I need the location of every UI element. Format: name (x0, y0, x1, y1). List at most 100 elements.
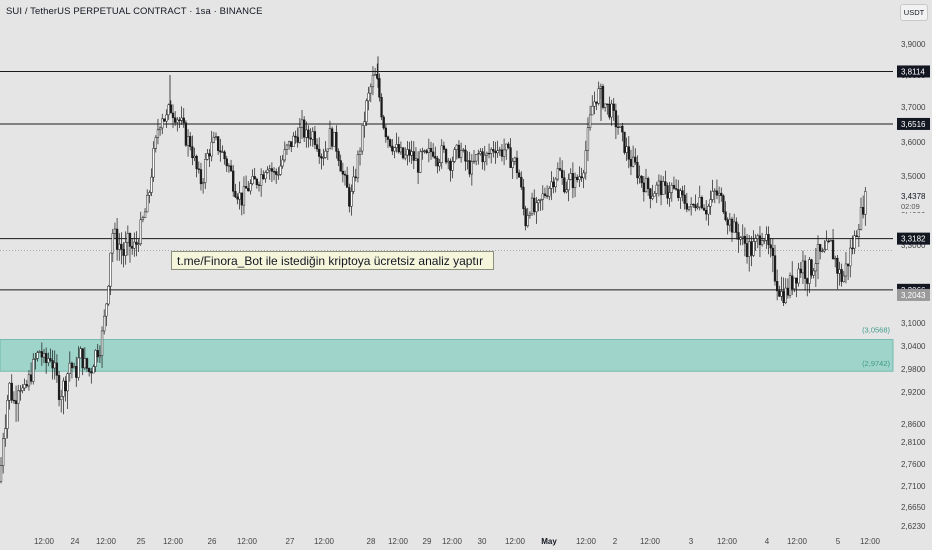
x-tick-label: 3 (689, 537, 694, 546)
candle-body (565, 189, 568, 193)
candle-body (664, 181, 667, 186)
candle-body (857, 229, 861, 238)
candle-body (419, 151, 422, 173)
x-tick-label: 12:00 (34, 537, 55, 546)
candle-body (662, 181, 665, 195)
candle-body (444, 149, 448, 163)
candle-body (165, 114, 168, 122)
y-tick-label: 2,8100 (901, 438, 926, 447)
candle-body (279, 165, 282, 175)
candle-body (255, 178, 258, 185)
candle-body (649, 188, 652, 199)
candle-body (543, 193, 547, 196)
candle-body (81, 348, 84, 369)
candle-body (303, 119, 306, 138)
y-tick-label: 3,3000 (901, 241, 926, 250)
candle-body (335, 131, 338, 152)
candle-body (365, 100, 368, 123)
candle-body (201, 182, 205, 185)
candle-body (423, 150, 426, 152)
candle-body (698, 197, 701, 208)
candle-body (124, 242, 127, 256)
currency-button[interactable]: USDT (900, 4, 928, 21)
candle-body (29, 374, 33, 382)
candle-body (210, 141, 213, 157)
candle-body (733, 221, 736, 233)
candle-body (154, 137, 157, 149)
candle-body (373, 74, 377, 76)
price-tag-grey-label: 3,2043 (901, 291, 926, 300)
candle-body (307, 129, 310, 139)
annotation-note[interactable]: t.me/Finora_Bot ile istediğin kriptoya ü… (171, 251, 494, 270)
candle-body (174, 117, 177, 123)
candle-body (176, 119, 179, 123)
candle-body (472, 160, 476, 163)
y-tick-label: 3,0400 (901, 342, 926, 351)
candle-body (683, 194, 686, 204)
x-tick-label: 12:00 (388, 537, 409, 546)
candle-body (455, 144, 458, 150)
candle-body (156, 129, 160, 138)
candle-body (133, 241, 136, 249)
candle-body (244, 186, 248, 189)
candle-body (515, 157, 519, 174)
candle-body (552, 181, 555, 188)
candle-body (520, 176, 523, 188)
candle-body (672, 185, 676, 189)
candle-body (227, 165, 231, 167)
candle-body (34, 358, 37, 360)
x-tick-label: 4 (765, 537, 770, 546)
candle-body (272, 171, 276, 173)
chart-title: SUI / TetherUS PERPETUAL CONTRACT · 1sa … (6, 6, 263, 17)
level-price-tag (897, 65, 930, 78)
candle-body (812, 270, 815, 276)
candle-body (440, 145, 443, 163)
candle-body (788, 275, 792, 296)
candle-body (182, 117, 185, 124)
candle-body (776, 281, 779, 292)
candle-body (750, 241, 753, 256)
candle-body (647, 178, 650, 189)
candle-body (98, 355, 102, 358)
candle-body (561, 169, 564, 178)
candle-body (169, 104, 172, 114)
x-tick-label: 5 (836, 537, 841, 546)
candle-body (724, 211, 727, 221)
candle-body (163, 118, 166, 122)
candle-body (51, 360, 54, 369)
x-tick-label: 12:00 (505, 537, 526, 546)
candle-body (864, 191, 867, 215)
candle-body (563, 177, 566, 193)
candle-body (356, 154, 360, 179)
candle-body (621, 125, 624, 133)
candle-body (53, 362, 56, 369)
candle-body (113, 228, 117, 234)
candle-body (438, 162, 441, 167)
candle-body (300, 119, 304, 128)
candle-body (21, 387, 24, 391)
candle-body (83, 358, 86, 369)
candle-body (94, 350, 97, 367)
candle-body (593, 101, 596, 107)
candle-body (109, 252, 112, 287)
candle-body (251, 176, 254, 184)
candle-body (346, 174, 349, 188)
level-price-label: 3,3182 (901, 235, 926, 244)
candle-body (208, 153, 211, 157)
candle-body (573, 176, 577, 189)
candle-body (363, 121, 366, 126)
candle-body (380, 97, 383, 118)
candle-body (217, 136, 220, 151)
candle-body (616, 126, 620, 128)
candle-body (498, 149, 501, 151)
candle-body (627, 146, 630, 160)
candle-body (670, 185, 673, 193)
candle-body (339, 160, 342, 172)
candle-body (206, 153, 209, 160)
candle-body (795, 277, 798, 284)
candle-body (569, 173, 572, 180)
candle-body (745, 243, 749, 257)
y-tick-label: 3,5000 (901, 172, 926, 181)
candle-body (711, 191, 714, 200)
